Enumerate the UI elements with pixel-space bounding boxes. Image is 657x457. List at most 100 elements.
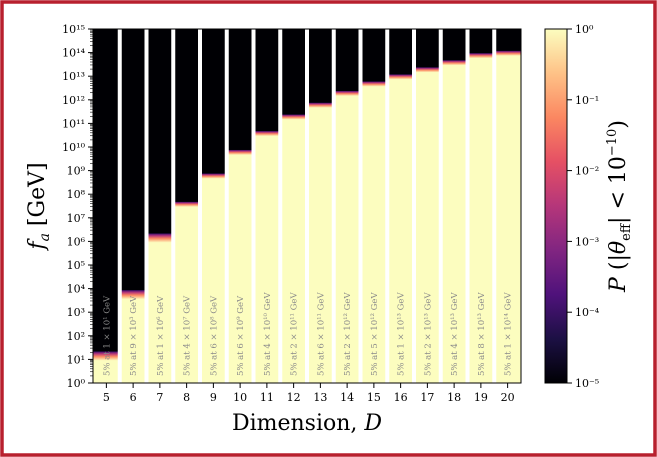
x-tick-label: 16 <box>394 391 408 404</box>
heatmap-cell-high-d18 <box>440 62 468 383</box>
annotation-d9: 5% at 6 × 10⁸ GeV <box>209 295 219 376</box>
x-tick-label: 20 <box>501 391 515 404</box>
heatmap-transition-d7 <box>146 233 174 243</box>
x-tick-label: 13 <box>313 391 327 404</box>
annotation-d15: 5% at 5 × 10¹² GeV <box>370 292 380 376</box>
y-tick-label: 10⁵ <box>67 259 85 272</box>
annotation-d14: 5% at 2 × 10¹² GeV <box>343 292 353 376</box>
heatmap-transition-d20 <box>494 50 521 56</box>
x-tick-label: 7 <box>156 391 163 404</box>
heatmap-transition-d11 <box>253 131 281 137</box>
heatmap-cell-low-d5 <box>93 29 120 355</box>
heatmap-cell-high-d13 <box>307 104 334 384</box>
heatmap-cell-low-d12 <box>280 29 307 117</box>
heatmap-transition-d14 <box>333 90 361 96</box>
y-tick-label: 10¹¹ <box>62 117 85 130</box>
annotation-d8: 5% at 4 × 10⁷ GeV <box>183 295 193 376</box>
heatmap-cell-high-d10 <box>226 151 254 383</box>
x-tick-label: 5 <box>103 391 110 404</box>
heatmap-transition-d5 <box>93 351 120 361</box>
y-tick-label: 10¹⁴ <box>62 47 85 60</box>
heatmap-cell-low-d14 <box>333 29 361 93</box>
annotation-d6: 5% at 9 × 10³ GeV <box>129 295 139 376</box>
colorbar-gradient <box>544 28 568 384</box>
colorbar-tick-label: 10⁰ <box>575 23 594 36</box>
y-axis-title: fa [GeV] <box>25 162 53 251</box>
y-tick-label: 10⁷ <box>67 212 86 225</box>
heatmap-cell-low-d15 <box>360 29 388 84</box>
heatmap-transition-d16 <box>387 74 414 80</box>
colorbar: 10⁻⁵ 10⁻⁴ 10⁻³ 10⁻² 10⁻¹ 10⁰ <box>544 23 600 390</box>
heatmap-cell-high-d7 <box>146 236 174 383</box>
heatmap-cell-low-d18 <box>440 29 468 63</box>
heatmap-cell-high-d20 <box>494 52 521 383</box>
heatmap-transition-d10 <box>226 149 254 155</box>
x-tick-label: 10 <box>233 391 247 404</box>
colorbar-tick-label: 10⁻¹ <box>575 94 599 107</box>
y-tick-label: 10¹² <box>62 94 85 107</box>
heatmap-transition-d9 <box>200 173 227 179</box>
y-tick-label: 10⁹ <box>67 165 86 178</box>
heatmap-cell-low-d19 <box>467 29 495 55</box>
y-tick-label: 10² <box>67 330 85 343</box>
heatmap-cell-low-d9 <box>200 29 227 176</box>
annotation-d5: 5% at 1 × 10¹ GeV <box>102 295 112 376</box>
heatmap-cell-low-d16 <box>387 29 414 77</box>
y-tick-label: 10¹³ <box>62 70 85 83</box>
x-tick-label: 17 <box>420 391 434 404</box>
heatmap-transition-d12 <box>280 114 307 120</box>
y-tick-label: 10¹⁵ <box>62 23 85 36</box>
x-tick-label: 14 <box>340 391 354 404</box>
plot-area: 5% at 1 × 10¹ GeV 5% at 9 × 10³ GeV 5% at … <box>92 28 522 384</box>
heatmap-cell-low-d7 <box>146 29 174 237</box>
annotation-d18: 5% at 4 × 10¹³ GeV <box>450 292 460 376</box>
annotation-d10: 5% at 6 × 10⁹ GeV <box>236 295 246 376</box>
heatmap-cell-low-d8 <box>173 29 200 204</box>
heatmap-cell-high-d11 <box>253 132 281 383</box>
heatmap-cell-high-d16 <box>387 76 414 383</box>
heatmap-cell-low-d13 <box>307 29 334 105</box>
annotation-d19: 5% at 8 × 10¹³ GeV <box>477 292 487 376</box>
annotation-d11: 5% at 4 × 10¹⁰ GeV <box>263 292 273 376</box>
heatmap-transition-d15 <box>360 81 388 87</box>
x-axis-title: Dimension, D <box>232 411 382 436</box>
y-tick-label: 10⁶ <box>67 235 86 248</box>
x-tick-label: 6 <box>130 391 137 404</box>
annotation-d17: 5% at 2 × 10¹³ GeV <box>423 292 433 376</box>
heatmap-cell-low-d11 <box>253 29 281 133</box>
colorbar-tick-label: 10⁻⁵ <box>575 377 599 390</box>
y-tick-label: 10⁸ <box>67 188 86 201</box>
y-tick-label: 10⁰ <box>67 377 86 390</box>
colorbar-tick-label: 10⁻² <box>575 165 599 178</box>
annotation-d12: 5% at 2 × 10¹¹ GeV <box>290 292 300 376</box>
y-axis: 10⁰ 10¹ 10² 10³ 10⁴ 10⁵ 10⁶ 10⁷ 10⁸ 10⁹ 10¹⁰ 10¹¹ 10… <box>62 23 93 390</box>
annotation-d13: 5% at 6 × 10¹¹ GeV <box>316 292 326 376</box>
colorbar-tick-label: 10⁻⁴ <box>575 306 600 319</box>
heatmap-cell-high-d9 <box>200 175 227 383</box>
colorbar-tick-label: 10⁻³ <box>575 235 599 248</box>
heatmap-transition-d19 <box>467 53 495 59</box>
heatmap-cell-high-d6 <box>119 293 147 383</box>
heatmap-cell-low-d10 <box>226 29 254 152</box>
colorbar-title: P (|θeff| < 10−10) <box>605 120 634 293</box>
y-tick-label: 10¹ <box>67 353 85 366</box>
heatmap-transition-d18 <box>440 60 468 66</box>
x-tick-label: 11 <box>260 391 274 404</box>
x-tick-label: 8 <box>183 391 190 404</box>
annotation-d16: 5% at 1 × 10¹³ GeV <box>397 292 407 376</box>
heatmap-cell-high-d19 <box>467 54 495 384</box>
heatmap-cell-high-d14 <box>333 92 361 383</box>
x-tick-label: 12 <box>287 391 301 404</box>
heatmap-transition-d17 <box>414 67 441 73</box>
y-tick-label: 10¹⁰ <box>62 141 85 154</box>
heatmap-cell-high-d8 <box>173 203 200 383</box>
heatmap-transition-d13 <box>307 102 334 108</box>
heatmap-transition-d6 <box>119 290 147 300</box>
x-tick-label: 18 <box>447 391 461 404</box>
heatmap-transition-d8 <box>173 201 200 207</box>
annotation-d7: 5% at 1 × 10⁶ GeV <box>156 295 166 376</box>
heatmap-cell-high-d12 <box>280 116 307 383</box>
heatmap-cell-high-d17 <box>414 69 441 384</box>
x-axis: 5 6 7 8 9 10 11 12 13 14 15 16 17 18 19 20 <box>103 383 515 404</box>
